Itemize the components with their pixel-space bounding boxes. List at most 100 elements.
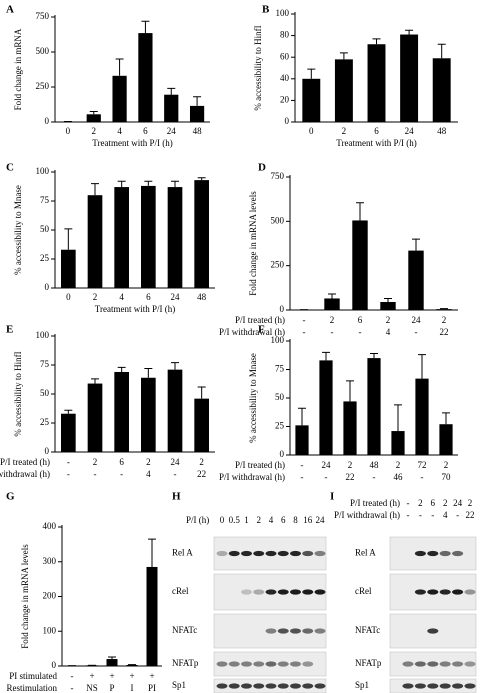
bar <box>194 180 209 288</box>
blot-band <box>439 550 451 557</box>
lane-label: - <box>407 498 410 508</box>
blot-band <box>427 661 439 667</box>
bar <box>367 44 386 122</box>
bar <box>432 58 451 122</box>
bar <box>61 249 76 288</box>
blot-band <box>228 661 240 667</box>
lane-label: 2 <box>418 498 423 508</box>
error-bar <box>197 386 206 399</box>
blot-band <box>414 550 426 557</box>
panel-label: E <box>6 324 13 336</box>
y-tick-label: 60 <box>280 51 290 61</box>
bar <box>164 94 179 122</box>
blot-band <box>253 550 265 557</box>
y-tick-label: 80 <box>280 30 290 40</box>
bar <box>367 358 381 455</box>
x-tick-label: - <box>71 683 74 693</box>
y-tick-label: 100 <box>36 166 50 176</box>
blot-band <box>427 550 439 557</box>
x-tick-label: 4 <box>386 327 391 337</box>
y-tick-label: 25 <box>40 417 50 427</box>
blot-band <box>216 661 228 667</box>
x-tick-label: 2 <box>146 457 151 467</box>
row-label: P/I treated (h) <box>235 460 285 470</box>
y-axis-label: Fold change in mRNA levels <box>20 544 30 649</box>
lane-label: 0 <box>220 515 225 525</box>
error-bar <box>117 366 126 372</box>
y-tick-label: 300 <box>43 556 57 566</box>
x-tick-label: 24 <box>412 315 422 325</box>
blot-row-label: Sp1 <box>355 680 369 690</box>
lane-label: 2 <box>468 498 473 508</box>
blot-row-label: NFATc <box>172 625 197 635</box>
error-bar <box>346 380 354 402</box>
blot-row-label: Rel A <box>355 548 376 558</box>
bar <box>319 360 333 455</box>
x-tick-label: - <box>359 327 362 337</box>
bar <box>167 369 183 452</box>
x-tick-label: I <box>131 683 134 693</box>
error-bar <box>64 409 73 414</box>
row-label: P/I treated (h) <box>235 315 285 325</box>
error-bar <box>412 238 420 251</box>
blot-band <box>277 550 289 557</box>
blot-band <box>216 683 228 689</box>
blot-band <box>228 550 240 557</box>
error-bar <box>89 111 98 115</box>
y-tick-label: 750 <box>271 171 285 181</box>
x-tick-label: 4 <box>146 469 151 479</box>
x-tick-label: 6 <box>143 126 148 136</box>
y-tick-label: 75 <box>40 195 50 205</box>
x-tick-label: 48 <box>197 292 207 302</box>
bar <box>415 378 429 455</box>
y-tick-label: 100 <box>271 335 285 345</box>
error-bar <box>193 96 202 106</box>
error-bar <box>144 180 153 186</box>
x-tick-label: PI <box>148 683 156 693</box>
error-bar <box>356 202 364 221</box>
x-tick-label: - <box>174 469 177 479</box>
error-bar <box>405 29 414 35</box>
x-tick-label: 2 <box>444 460 449 470</box>
blot-band <box>277 683 289 689</box>
bar <box>61 413 76 452</box>
blot-band <box>265 550 277 557</box>
bar <box>380 302 396 310</box>
y-tick-label: 50 <box>275 392 285 402</box>
y-tick-label: 200 <box>43 591 57 601</box>
row-label: P/I withdrawal (h) <box>0 469 50 479</box>
x-axis-label: Treatment with P/I (h) <box>92 138 172 148</box>
bar <box>391 431 405 455</box>
y-tick-label: 0 <box>45 116 50 126</box>
error-bar <box>117 180 126 188</box>
blot-band <box>314 550 326 557</box>
x-tick-label: 24 <box>171 292 181 302</box>
x-tick-label: 24 <box>405 126 415 136</box>
bar <box>352 220 368 310</box>
x-tick-label: 2 <box>93 457 98 467</box>
x-tick-label: - <box>303 327 306 337</box>
bar <box>138 33 153 122</box>
blot-band <box>289 683 302 689</box>
x-tick-label: + <box>109 671 114 681</box>
bar <box>126 664 138 666</box>
x-tick-label: 48 <box>193 126 203 136</box>
error-bar <box>440 308 448 310</box>
error-bar <box>91 183 99 196</box>
x-tick-label: + <box>149 671 154 681</box>
blot-band <box>240 661 253 667</box>
y-tick-label: 20 <box>280 94 290 104</box>
blot-band <box>439 661 451 667</box>
panel-label: I <box>330 491 334 503</box>
blot-band <box>240 550 253 557</box>
bar <box>194 398 209 452</box>
lane-label: 8 <box>293 515 298 525</box>
x-tick-label: - <box>301 472 304 482</box>
blot-band <box>414 589 426 595</box>
blot-band <box>439 683 451 689</box>
blot-band <box>240 683 253 689</box>
x-tick-label: 46 <box>394 472 404 482</box>
blot-band <box>265 683 277 689</box>
x-axis-label: Treatment with P/I (h) <box>95 304 175 314</box>
blot-row-label: NFATp <box>355 658 382 668</box>
